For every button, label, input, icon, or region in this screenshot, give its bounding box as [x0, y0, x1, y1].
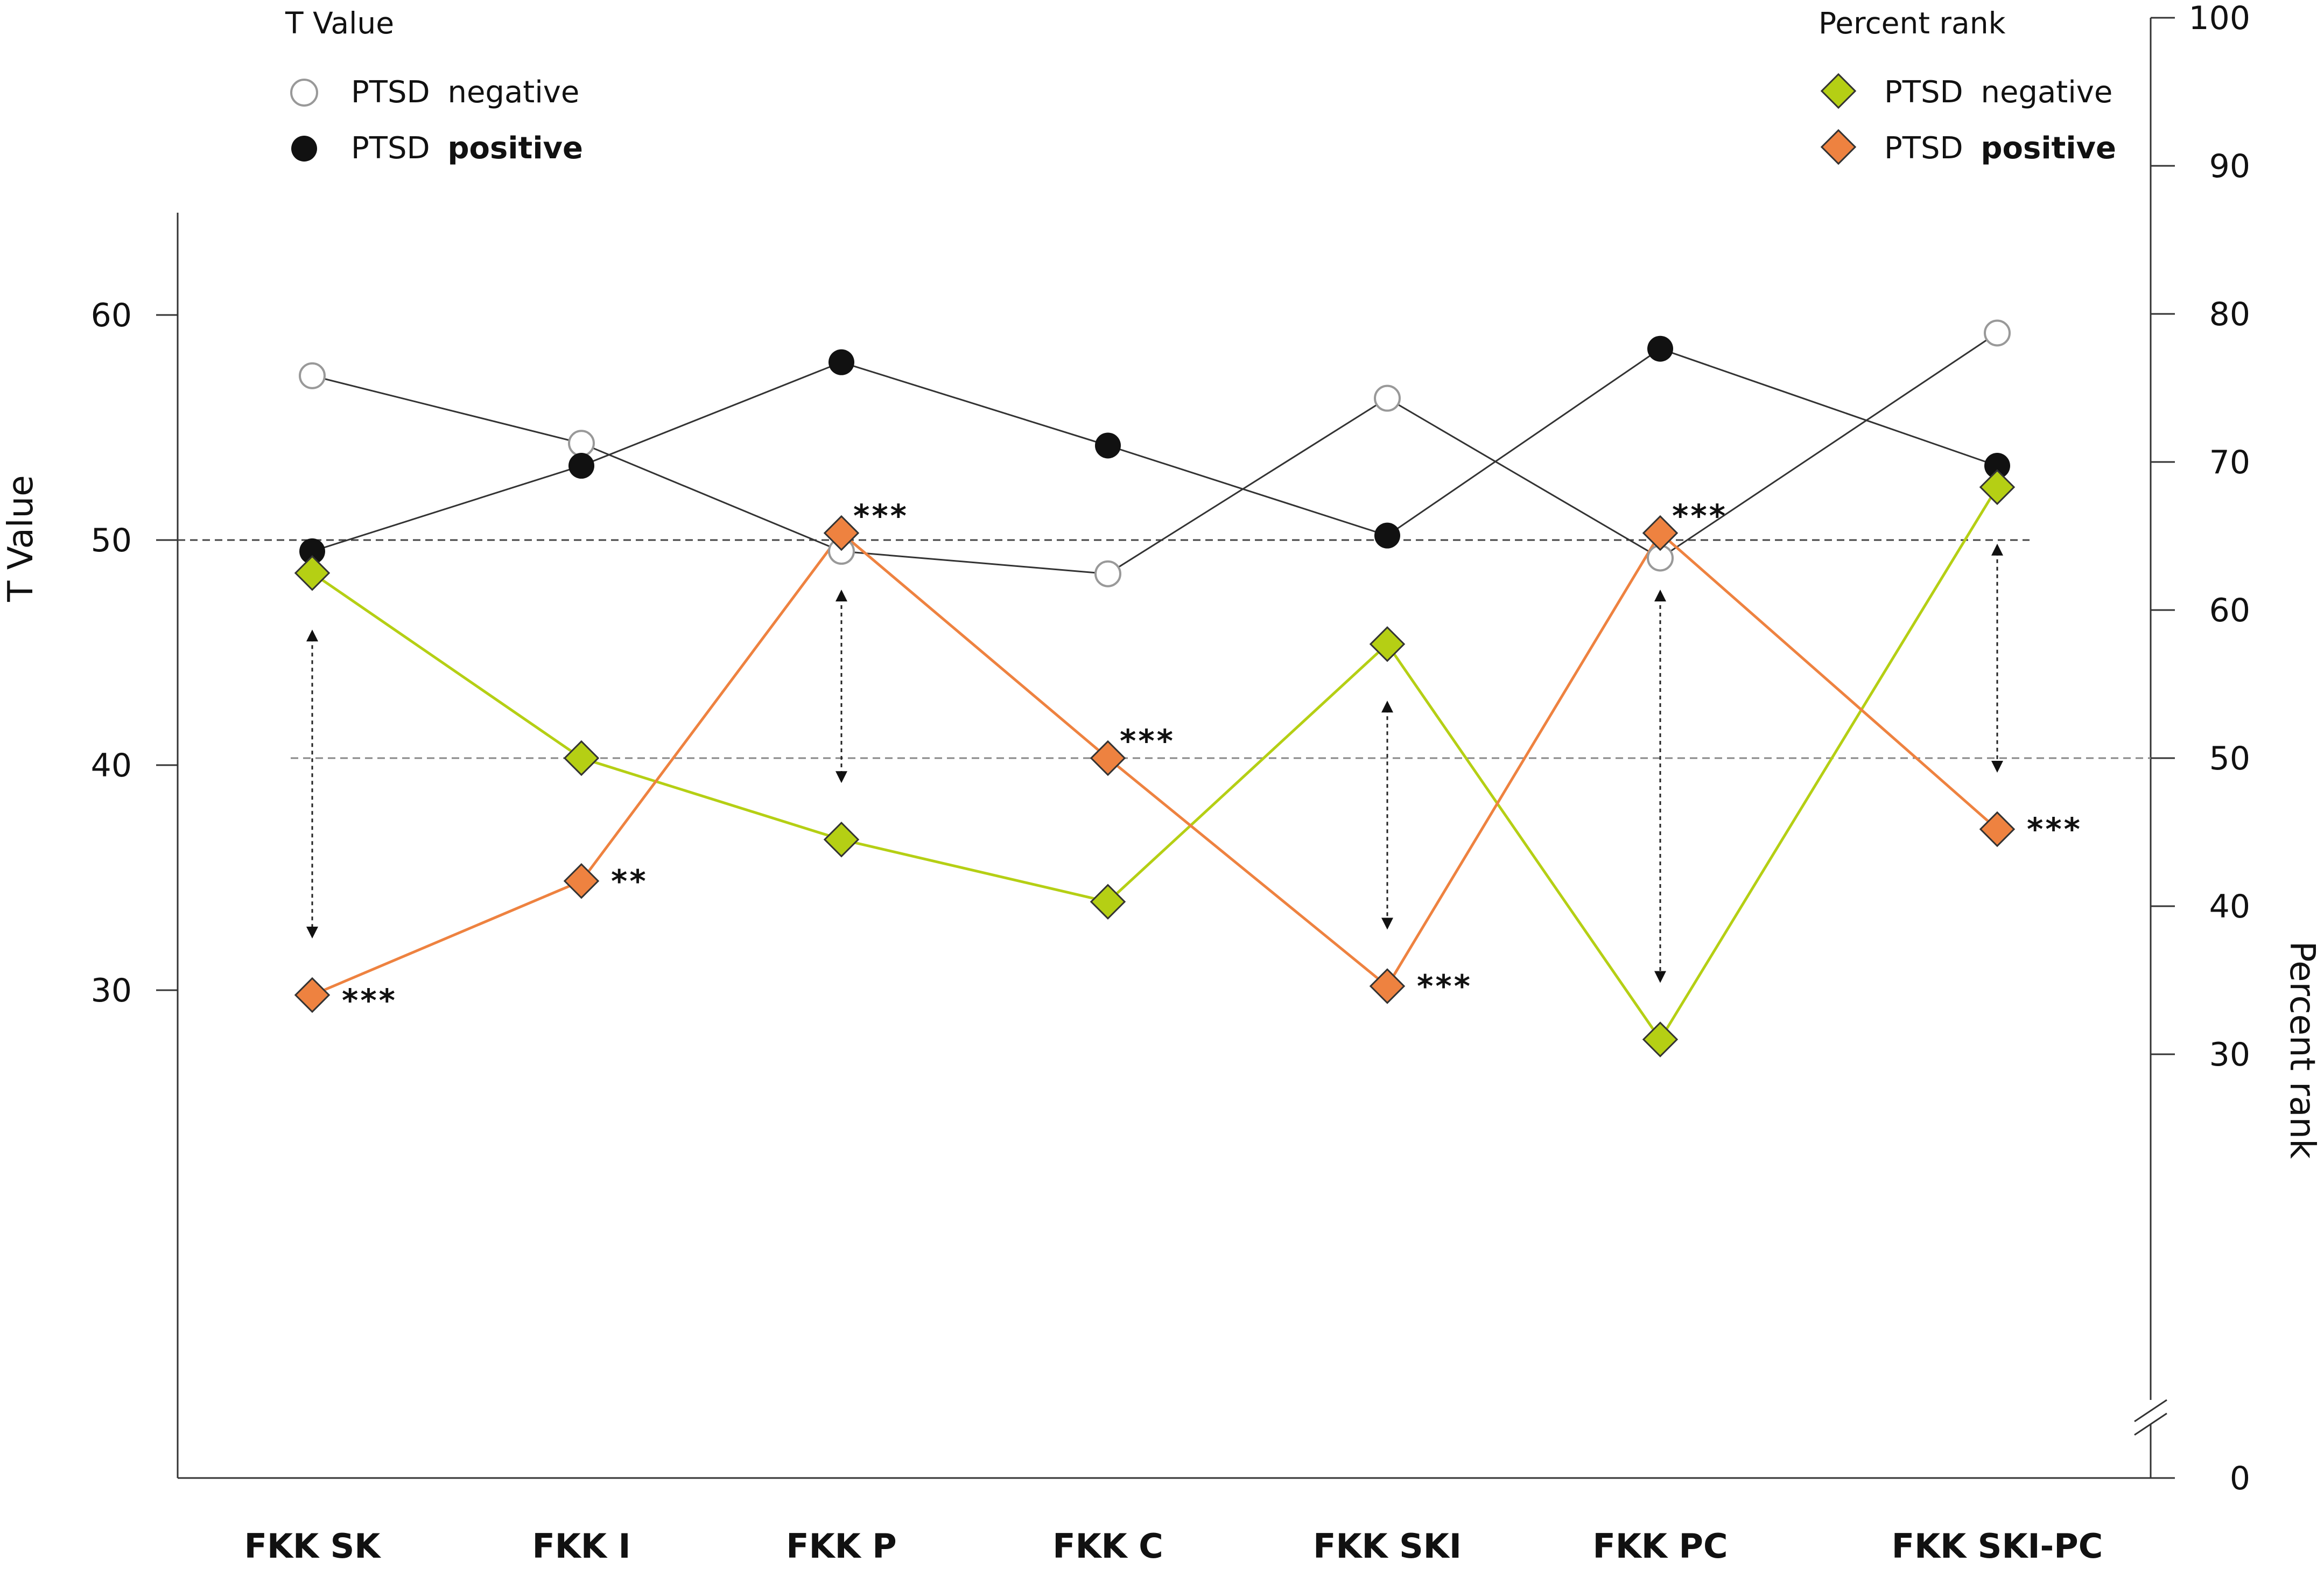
legend-marker-t-positive [291, 136, 317, 162]
reference-lines [178, 539, 2151, 759]
legend-title-t-value: T Value [285, 6, 394, 40]
right-axis-break-mark-1 [2134, 1399, 2167, 1423]
marker-t-positive [829, 349, 854, 375]
right-axis-tick-label: 70 [2209, 444, 2250, 481]
significance-label: *** [2027, 811, 2082, 847]
right-axis-tick-label: 90 [2209, 148, 2250, 185]
marker-t-negative [1984, 319, 2011, 347]
legend-label-t-positive: PTSD positive [351, 131, 583, 166]
difference-arrow-head-down [1381, 917, 1393, 930]
legend-marker-t-negative [290, 79, 318, 107]
category-label: FKK SK [244, 1526, 382, 1566]
marker-t-negative [1374, 384, 1401, 412]
right-axis-tick-label: 30 [2209, 1036, 2250, 1074]
legend-label-percent-negative: PTSD negative [1884, 75, 2112, 110]
difference-arrow-head-up [1381, 701, 1393, 713]
left-axis-tick-label: 50 [91, 522, 132, 559]
difference-arrow-head-up [835, 590, 847, 601]
significance-label: ** [611, 863, 648, 899]
left-axis-tick-label: 40 [91, 747, 132, 785]
axes: 30 40 50 60 0 30 40 50 60 70 80 90 100 T Value Percent… [1, 0, 2322, 1497]
marker-percent-positive [1369, 968, 1406, 1004]
marker-percent-positive [1979, 811, 2016, 847]
right-axis-tick-label: 0 [2230, 1460, 2250, 1497]
right-axis-tick-label: 60 [2209, 592, 2250, 629]
significance-label: *** [342, 982, 397, 1019]
right-axis-title: Percent rank [2282, 941, 2322, 1159]
legend-marker-percent-negative [1820, 73, 1857, 109]
difference-arrow-head-down [1991, 761, 2003, 773]
marker-percent-positive [294, 977, 331, 1013]
legend-marker-percent-positive [1820, 129, 1857, 165]
difference-arrow-head-up [1654, 590, 1666, 601]
series-line-1 [312, 332, 1998, 575]
marker-t-positive [1984, 453, 2010, 479]
legend-label-percent-positive-emphasis: positive [1981, 131, 2116, 166]
marker-t-positive [1374, 522, 1400, 549]
significance-label: *** [1120, 723, 1175, 759]
difference-arrow-head-up [306, 629, 318, 642]
legend-label-percent-negative-prefix: PTSD [1884, 75, 1963, 110]
right-axis-break-mark-2 [2134, 1412, 2167, 1436]
marker-percent-positive [1090, 740, 1126, 776]
category-label: FKK I [532, 1526, 630, 1566]
marker-t-positive [1095, 432, 1121, 459]
right-axis-tick-label: 40 [2209, 888, 2250, 926]
marker-t-positive [1647, 335, 1673, 362]
category-label: FKK PC [1593, 1526, 1728, 1566]
left-axis-title: T Value [1, 475, 41, 602]
right-axis-tick-label: 50 [2209, 740, 2250, 778]
marker-percent-negative [294, 555, 331, 591]
significance-label: *** [1672, 498, 1728, 534]
difference-arrow-head-down [835, 771, 847, 783]
right-axis-tick-label: 80 [2209, 296, 2250, 333]
series-line-4 [312, 531, 1998, 997]
legend-label-t-negative: PTSD negative [351, 75, 579, 110]
significance-label: *** [853, 498, 909, 534]
category-labels: FKK SK FKK I FKK P FKK C FKK SKI FKK PC FKK SK… [244, 1526, 2103, 1566]
category-label: FKK SKI-PC [1892, 1526, 2103, 1566]
series-line-2 [312, 348, 1998, 552]
marker-t-negative [1094, 560, 1121, 587]
marker-percent-negative [1369, 626, 1406, 662]
legend-label-t-negative-prefix: PTSD [351, 75, 430, 110]
left-axis-tick-label: 60 [91, 297, 132, 334]
significance-label: *** [1417, 968, 1472, 1005]
difference-arrow-head-up [1991, 543, 2003, 556]
marker-t-positive [568, 453, 594, 479]
marker-percent-positive [1642, 515, 1679, 551]
difference-arrow-head-down [306, 927, 318, 938]
marker-percent-positive [563, 863, 600, 899]
significance-labels: ******************** [342, 498, 2082, 1019]
legends: T Value PTSD negative PTSD positive Perc… [285, 6, 2116, 166]
legend-label-t-positive-prefix: PTSD [351, 131, 430, 166]
marker-t-negative [299, 362, 326, 389]
marker-t-positive [299, 538, 325, 564]
marker-t-negative [568, 430, 595, 457]
category-label: FKK SKI [1313, 1526, 1462, 1566]
marker-percent-negative [1090, 884, 1126, 920]
series-lines [311, 332, 1999, 1042]
legend-label-percent-negative-emphasis: negative [1981, 75, 2112, 110]
difference-arrow-head-down [1654, 971, 1666, 983]
category-label: FKK C [1052, 1526, 1163, 1566]
marker-percent-negative [823, 822, 860, 858]
legend-label-t-negative-emphasis: negative [447, 75, 579, 110]
legend-label-percent-positive: PTSD positive [1884, 131, 2116, 166]
category-label: FKK P [786, 1526, 896, 1566]
marker-percent-negative [563, 740, 600, 776]
left-axis-tick-label: 30 [91, 972, 132, 1010]
series-markers [294, 319, 2016, 1057]
difference-arrows [306, 543, 2003, 983]
marker-percent-positive [823, 515, 860, 551]
series-line-3 [311, 486, 1999, 1042]
legend-label-t-positive-emphasis: positive [447, 131, 583, 166]
marker-percent-negative [1642, 1021, 1679, 1057]
right-axis-tick-label: 100 [2188, 0, 2250, 37]
legend-title-percent-rank: Percent rank [1819, 6, 2006, 40]
legend-label-percent-positive-prefix: PTSD [1884, 131, 1963, 166]
marker-percent-negative [1979, 469, 2016, 505]
